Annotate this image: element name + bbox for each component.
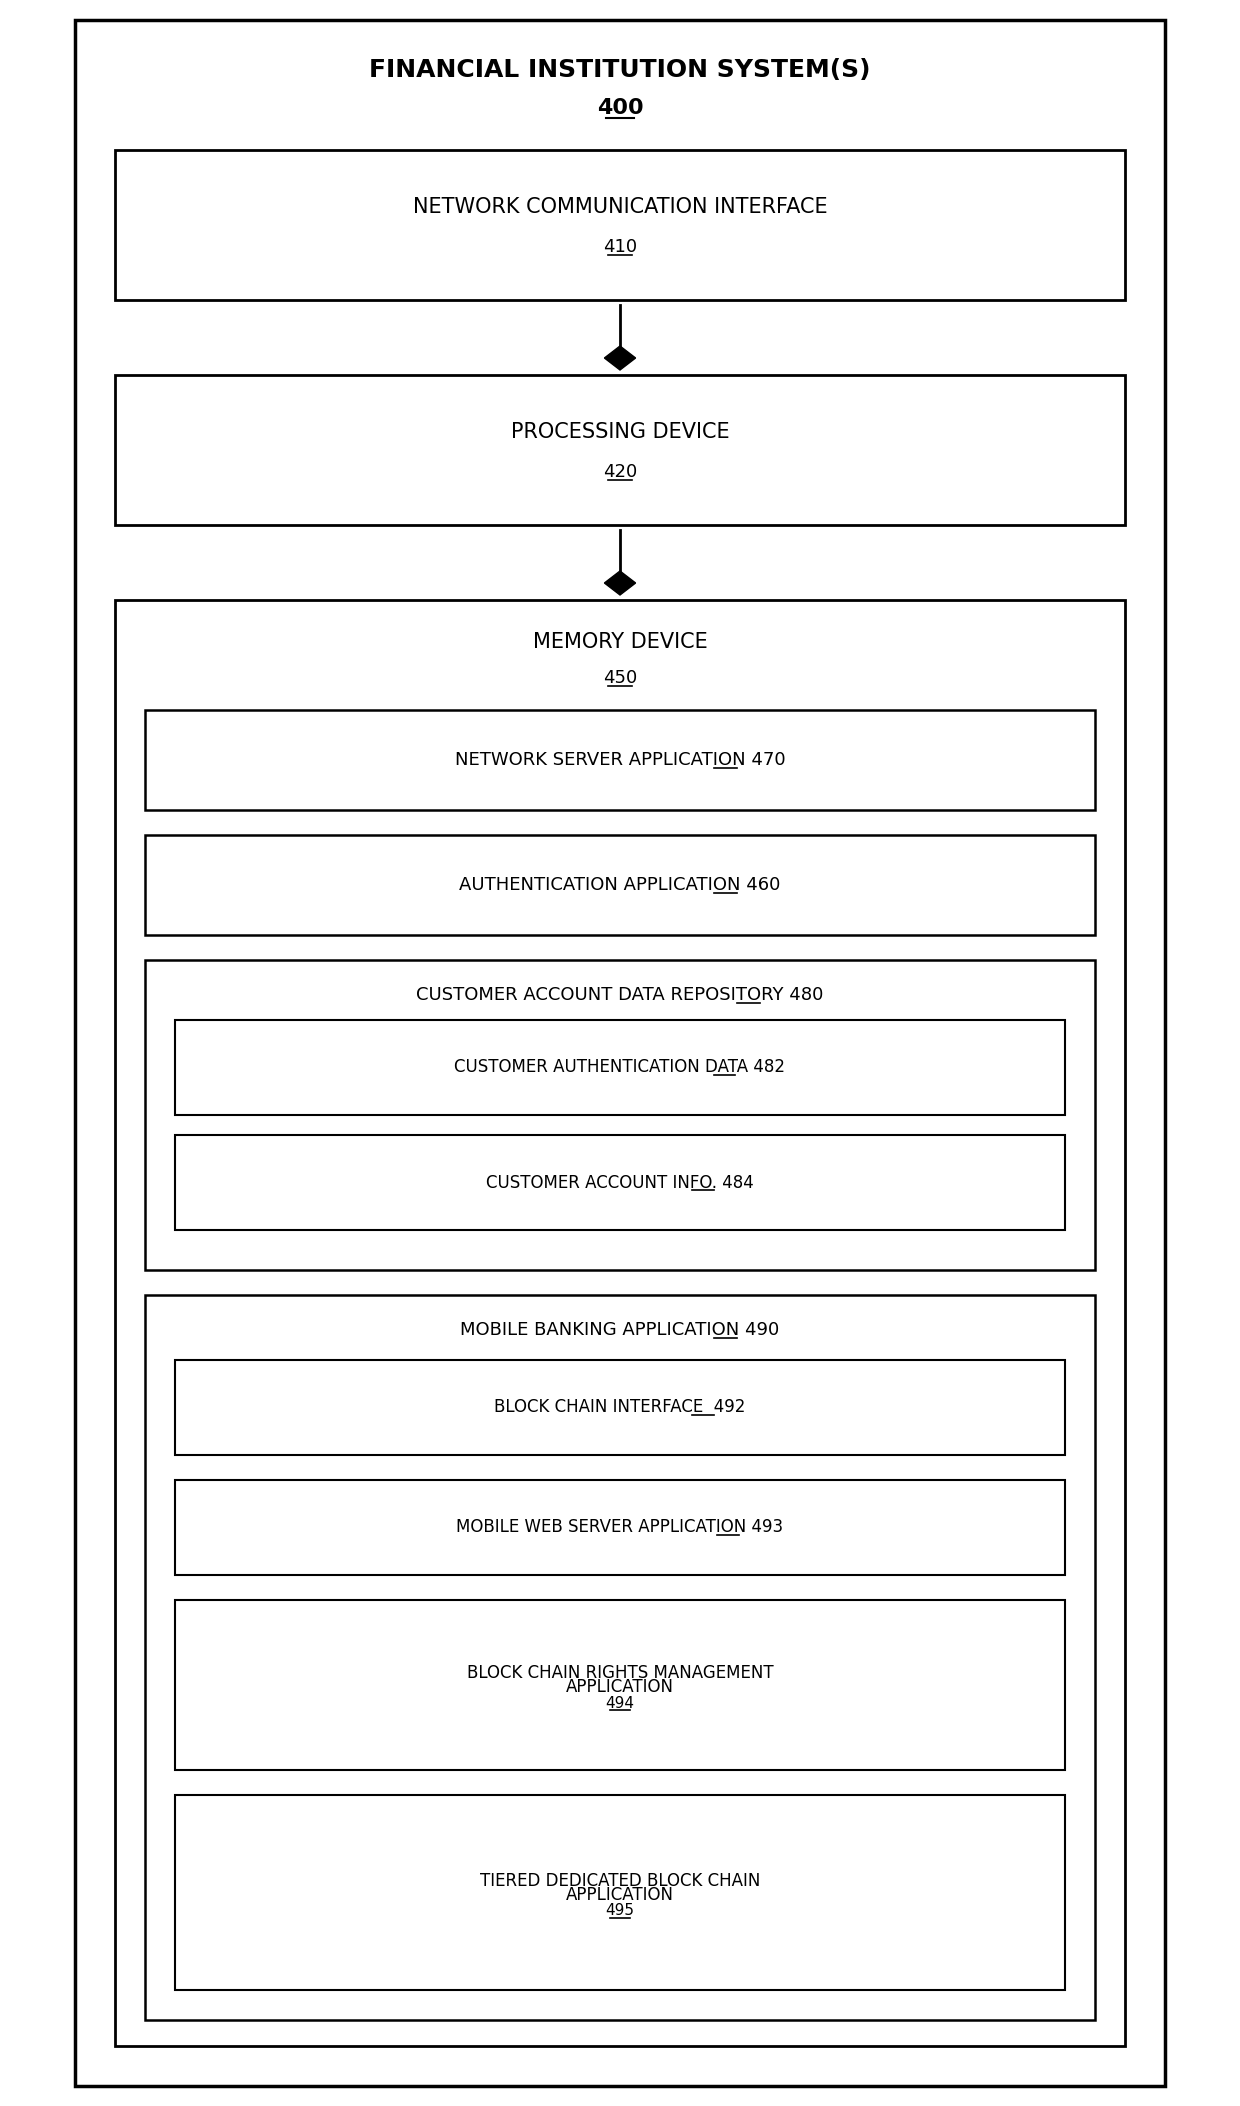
Text: 400: 400 [596,99,644,118]
Text: MEMORY DEVICE: MEMORY DEVICE [533,632,707,653]
Bar [175,1135,1065,1230]
Text: BLOCK CHAIN INTERFACE  492: BLOCK CHAIN INTERFACE 492 [495,1398,745,1417]
Text: MOBILE BANKING APPLICATION 490: MOBILE BANKING APPLICATION 490 [460,1320,780,1339]
Bar [145,710,1095,811]
Text: BLOCK CHAIN RIGHTS MANAGEMENT: BLOCK CHAIN RIGHTS MANAGEMENT [466,1664,774,1683]
Text: 420: 420 [603,463,637,480]
Polygon shape [604,571,636,596]
Text: 410: 410 [603,238,637,257]
Text: AUTHENTICATION APPLICATION 460: AUTHENTICATION APPLICATION 460 [459,876,781,895]
Text: APPLICATION: APPLICATION [565,1885,675,1904]
Text: 494: 494 [605,1695,635,1710]
Bar [74,19,1166,2087]
Bar [115,375,1125,524]
Text: MOBILE WEB SERVER APPLICATION 493: MOBILE WEB SERVER APPLICATION 493 [456,1518,784,1537]
Bar [115,150,1125,299]
Text: APPLICATION: APPLICATION [565,1678,675,1697]
Text: FINANCIAL INSTITUTION SYSTEM(S): FINANCIAL INSTITUTION SYSTEM(S) [370,59,870,82]
Text: NETWORK COMMUNICATION INTERFACE: NETWORK COMMUNICATION INTERFACE [413,198,827,217]
Text: TIERED DEDICATED BLOCK CHAIN: TIERED DEDICATED BLOCK CHAIN [480,1872,760,1889]
Text: 495: 495 [605,1904,635,1919]
Bar [175,1360,1065,1455]
Bar [145,1295,1095,2020]
Text: 450: 450 [603,670,637,687]
Bar [175,1481,1065,1575]
Text: NETWORK SERVER APPLICATION 470: NETWORK SERVER APPLICATION 470 [455,752,785,769]
Text: PROCESSING DEVICE: PROCESSING DEVICE [511,421,729,442]
Text: CUSTOMER ACCOUNT DATA REPOSITORY 480: CUSTOMER ACCOUNT DATA REPOSITORY 480 [417,986,823,1005]
Bar [175,1019,1065,1114]
Bar [115,600,1125,2047]
Polygon shape [604,345,636,371]
Bar [175,1601,1065,1769]
Text: CUSTOMER AUTHENTICATION DATA 482: CUSTOMER AUTHENTICATION DATA 482 [455,1059,785,1076]
Bar [145,960,1095,1270]
Bar [145,834,1095,935]
Bar [175,1794,1065,1990]
Text: CUSTOMER ACCOUNT INFO. 484: CUSTOMER ACCOUNT INFO. 484 [486,1173,754,1192]
